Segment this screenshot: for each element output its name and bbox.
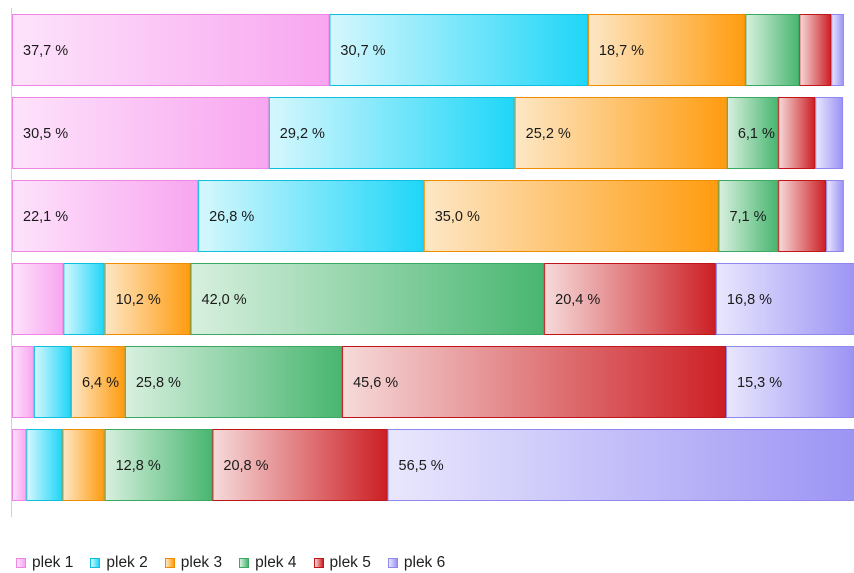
data-label: 30,5 % bbox=[23, 126, 68, 142]
data-label: 20,8 % bbox=[223, 458, 268, 474]
bar-row-1: 37,7 % 30,7 % 18,7 % bbox=[12, 14, 844, 86]
bar-segment-plek-3[interactable] bbox=[62, 429, 105, 501]
bar-row-6: 12,8 % 20,8 % 56,5 % bbox=[12, 429, 854, 501]
legend-item-plek-2[interactable]: plek 2 bbox=[90, 554, 148, 572]
data-label: 20,4 % bbox=[555, 292, 600, 308]
bar-segment-plek-3[interactable] bbox=[514, 97, 727, 169]
bar-segment-plek-6[interactable] bbox=[387, 429, 854, 501]
data-label: 35,0 % bbox=[435, 209, 480, 225]
legend-item-plek-5[interactable]: plek 5 bbox=[313, 554, 371, 572]
data-label: 10,2 % bbox=[116, 292, 161, 308]
legend-swatch bbox=[16, 558, 26, 568]
data-label: 29,2 % bbox=[280, 126, 325, 142]
bar-segment-plek-5[interactable] bbox=[778, 180, 827, 252]
bar-segment-plek-2[interactable] bbox=[26, 429, 63, 501]
bar-row-3: 22,1 % 26,8 % 35,0 % 7,1 % bbox=[12, 180, 844, 252]
data-label: 42,0 % bbox=[202, 292, 247, 308]
bar-segment-plek-6[interactable] bbox=[815, 97, 844, 169]
bar-segment-plek-5[interactable] bbox=[342, 346, 727, 418]
data-label: 7,1 % bbox=[729, 209, 766, 225]
bar-segment-plek-6[interactable] bbox=[726, 346, 854, 418]
bar-segment-plek-4[interactable] bbox=[718, 180, 779, 252]
bar-segment-plek-6[interactable] bbox=[826, 180, 844, 252]
legend-label: plek 2 bbox=[106, 554, 148, 571]
legend-swatch bbox=[313, 558, 324, 568]
legend-item-plek-1[interactable]: plek 1 bbox=[16, 554, 73, 572]
data-label: 6,1 % bbox=[738, 126, 775, 142]
bar-segment-plek-1[interactable] bbox=[12, 180, 199, 252]
legend-swatch bbox=[239, 558, 250, 568]
bar-row-5: 6,4 % 25,8 % 45,6 % 15,3 % bbox=[12, 346, 854, 418]
bar-segment-plek-4[interactable] bbox=[745, 14, 800, 86]
legend-label: plek 5 bbox=[329, 554, 371, 571]
bar-segment-plek-1[interactable] bbox=[12, 97, 269, 169]
bar-segment-plek-5[interactable] bbox=[799, 14, 832, 86]
bar-segment-plek-3[interactable] bbox=[587, 14, 746, 86]
legend-label: plek 6 bbox=[403, 554, 446, 571]
data-label: 16,8 % bbox=[727, 292, 772, 308]
legend-item-plek-6[interactable]: plek 6 bbox=[387, 554, 446, 572]
bar-row-2: 30,5 % 29,2 % 25,2 % 6,1 % bbox=[12, 97, 844, 169]
bar-segment-plek-1[interactable] bbox=[12, 429, 27, 501]
bar-segment-plek-6[interactable] bbox=[831, 14, 844, 86]
bar-segment-plek-6[interactable] bbox=[715, 263, 854, 335]
data-label: 26,8 % bbox=[209, 209, 254, 225]
bar-segment-plek-3[interactable] bbox=[70, 346, 125, 418]
data-label: 25,2 % bbox=[526, 126, 571, 142]
bar-segment-plek-5[interactable] bbox=[544, 263, 716, 335]
bar-segment-plek-4[interactable] bbox=[124, 346, 343, 418]
bar-group: 37,7 % 30,7 % 18,7 % 30,5 % 29,2 % 25,2 % 6,1 … bbox=[12, 14, 854, 501]
bar-segment-plek-2[interactable] bbox=[198, 180, 424, 252]
bar-segment-plek-2[interactable] bbox=[329, 14, 588, 86]
bar-segment-plek-2[interactable] bbox=[63, 263, 105, 335]
legend-swatch bbox=[164, 558, 175, 568]
bar-segment-plek-4[interactable] bbox=[726, 97, 779, 169]
bar-segment-plek-5[interactable] bbox=[212, 429, 388, 501]
legend-item-plek-4[interactable]: plek 4 bbox=[239, 554, 297, 572]
data-label: 12,8 % bbox=[116, 458, 161, 474]
legend: plek 1 plek 2 plek 3 plek 4 plek 5 plek … bbox=[16, 554, 462, 572]
legend-swatch bbox=[387, 558, 398, 568]
bar-segment-plek-1[interactable] bbox=[12, 14, 330, 86]
bar-segment-plek-5[interactable] bbox=[778, 97, 816, 169]
legend-label: plek 1 bbox=[32, 554, 74, 571]
legend-item-plek-3[interactable]: plek 3 bbox=[164, 554, 223, 572]
bar-segment-plek-2[interactable] bbox=[33, 346, 71, 418]
bar-segment-plek-2[interactable] bbox=[268, 97, 515, 169]
bar-row-4: 10,2 % 42,0 % 20,4 % 16,8 % bbox=[12, 263, 854, 335]
data-label: 18,7 % bbox=[599, 43, 644, 59]
bar-segment-plek-1[interactable] bbox=[12, 263, 64, 335]
legend-label: plek 3 bbox=[180, 554, 223, 571]
bar-segment-plek-3[interactable] bbox=[104, 263, 191, 335]
bar-segment-plek-4[interactable] bbox=[190, 263, 545, 335]
stacked-bar-chart: 37,7 % 30,7 % 18,7 % 30,5 % 29,2 % 25,2 % 6,1 … bbox=[11, 8, 854, 517]
bar-segment-plek-3[interactable] bbox=[423, 180, 719, 252]
legend-swatch bbox=[90, 558, 101, 568]
data-label: 37,7 % bbox=[23, 43, 68, 59]
bar-segment-plek-1[interactable] bbox=[12, 346, 34, 418]
bar-segment-plek-4[interactable] bbox=[104, 429, 213, 501]
data-label: 6,4 % bbox=[82, 375, 119, 391]
data-label: 56,5 % bbox=[399, 458, 444, 474]
data-label: 30,7 % bbox=[340, 43, 385, 59]
legend-label: plek 4 bbox=[255, 554, 297, 571]
data-label: 25,8 % bbox=[136, 375, 181, 391]
data-label: 22,1 % bbox=[23, 209, 68, 225]
data-label: 15,3 % bbox=[737, 375, 782, 391]
data-label: 45,6 % bbox=[353, 375, 398, 391]
